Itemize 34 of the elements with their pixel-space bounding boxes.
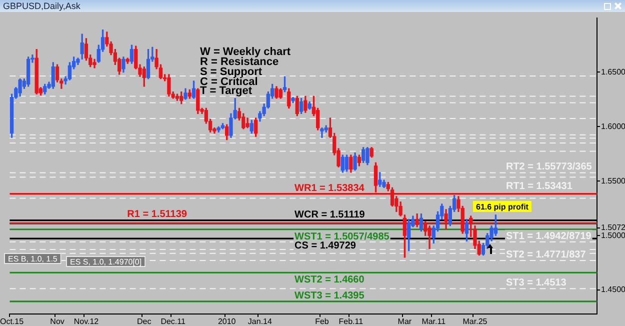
y-tick-label: 1.5500 <box>601 176 625 186</box>
annotation: 61.6 pip profit <box>476 202 529 212</box>
ref-line-label: WR1 = 1.53834 <box>294 182 365 194</box>
ref-line-label: WCR = 1.51119 <box>294 209 366 220</box>
x-tick-label: Feb <box>315 317 330 326</box>
y-tick-label: 1.6000 <box>601 122 625 131</box>
annotation: W = Weekly chart <box>200 46 291 58</box>
x-tick-label: 2010 <box>218 317 236 326</box>
x-tick-label: Feb.11 <box>338 317 364 326</box>
x-tick-label: Mar.25 <box>462 317 488 326</box>
annotation: T = Target <box>200 85 252 97</box>
y-tick-label: 1.5072 <box>601 222 625 232</box>
annotation: ES B, 1.0, 1.5 <box>8 254 58 264</box>
ref-line-label: WST3 = 1.4395 <box>294 290 365 302</box>
chart-title: GBPUSD,Daily,Ask <box>3 0 80 12</box>
ref-line-label: R1 = 1.51139 <box>127 209 188 220</box>
ref-line-label: WST1 = 1.5057/4985 <box>294 231 390 242</box>
x-tick-label: Nov.12 <box>74 317 100 326</box>
annotation: S = Support <box>200 66 262 78</box>
x-tick-label: Mar.11 <box>422 317 446 326</box>
y-tick-label: 1.4500 <box>601 285 625 294</box>
x-tick-label: Mar <box>398 317 412 326</box>
x-tick-label: Jan.14 <box>248 317 272 326</box>
x-tick-label: Dec.11 <box>160 317 186 326</box>
x-tick-label: Dec <box>137 317 152 326</box>
annotation: ES S, 1.0, 1.4970[0] <box>70 258 142 266</box>
annotation: R = Resistance <box>200 56 279 68</box>
y-tick-label: 1.5000 <box>601 230 625 240</box>
y-tick-label: 1.6500 <box>601 67 625 76</box>
ref-line-label: WST2 = 1.4660 <box>294 274 365 286</box>
ref-line-label: CS = 1.49729 <box>294 240 356 252</box>
x-tick-label: Nov <box>50 317 64 326</box>
annotation: C = Critical <box>200 76 258 88</box>
x-tick-label: Oct.15 <box>0 317 24 326</box>
